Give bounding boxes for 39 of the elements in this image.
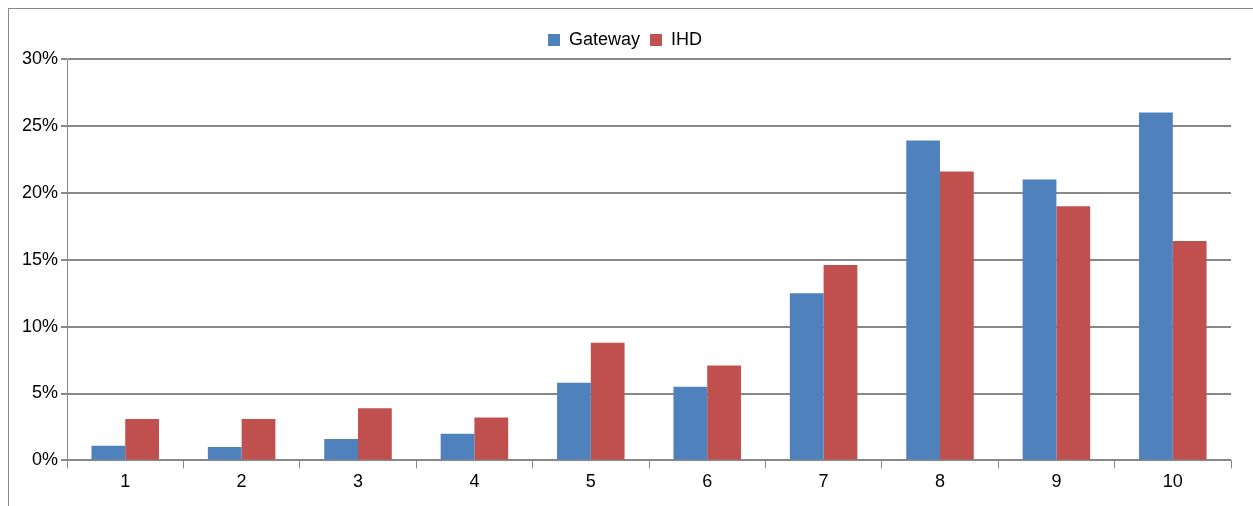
y-tick-label: 25% bbox=[22, 114, 59, 135]
x-tick-label: 2 bbox=[236, 471, 247, 492]
bar bbox=[324, 438, 359, 460]
x-tick-label: 7 bbox=[818, 471, 829, 492]
bar bbox=[1139, 112, 1173, 460]
legend-label: IHD bbox=[671, 28, 703, 49]
bar bbox=[590, 342, 625, 460]
bar bbox=[707, 365, 741, 460]
bar bbox=[207, 447, 242, 460]
bar bbox=[906, 140, 941, 460]
bar bbox=[789, 293, 824, 460]
bar bbox=[1022, 179, 1057, 460]
bar bbox=[940, 171, 974, 460]
bar bbox=[673, 386, 708, 460]
bar bbox=[241, 418, 276, 460]
y-tick-label: 5% bbox=[32, 382, 59, 403]
bar bbox=[1172, 240, 1207, 460]
y-tick-label: 10% bbox=[22, 315, 59, 336]
x-tick-label: 10 bbox=[1162, 471, 1183, 492]
bar bbox=[440, 433, 475, 460]
y-tick-label: 30% bbox=[22, 47, 59, 68]
x-tick-label: 3 bbox=[353, 471, 364, 492]
bar bbox=[125, 418, 159, 460]
y-tick-label: 20% bbox=[22, 181, 59, 202]
bar bbox=[557, 382, 591, 460]
x-tick-label: 1 bbox=[120, 471, 131, 492]
x-tick-label: 6 bbox=[702, 471, 713, 492]
bar bbox=[1056, 206, 1091, 460]
x-tick-label: 9 bbox=[1051, 471, 1062, 492]
x-tick-label: 4 bbox=[469, 471, 480, 492]
bar bbox=[91, 445, 126, 460]
y-tick-label: 15% bbox=[22, 248, 59, 269]
bar bbox=[358, 408, 392, 460]
x-tick-label: 8 bbox=[935, 471, 946, 492]
x-tick-label: 5 bbox=[585, 471, 596, 492]
bar bbox=[823, 265, 858, 460]
y-tick-label: 0% bbox=[32, 449, 59, 470]
bar bbox=[474, 417, 509, 460]
legend-label: Gateway bbox=[568, 28, 641, 49]
